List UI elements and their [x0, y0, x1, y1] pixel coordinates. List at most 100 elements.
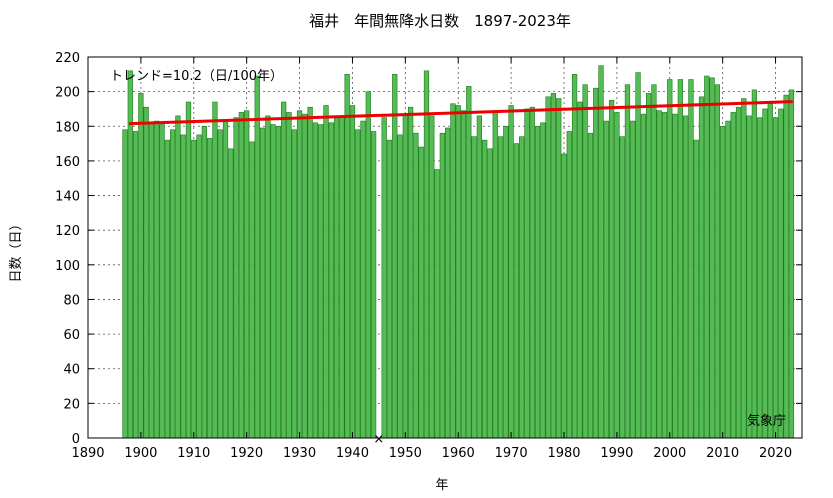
source-label: 気象庁: [747, 413, 786, 429]
bar: [180, 134, 186, 439]
bar: [524, 108, 530, 439]
x-tick-label: 1940: [336, 446, 369, 461]
bar: [640, 113, 646, 439]
bar: [434, 169, 440, 439]
bar: [138, 93, 144, 439]
bar: [466, 86, 472, 439]
bar: [238, 112, 245, 439]
x-tick-label: 1990: [600, 446, 633, 461]
bar: [127, 70, 133, 439]
bar: [339, 117, 345, 439]
bar: [757, 117, 763, 439]
bar: [751, 89, 758, 439]
bar: [323, 105, 329, 439]
bar: [370, 131, 377, 439]
bar: [471, 136, 477, 439]
y-tick-label: 0: [72, 432, 80, 447]
bar: [677, 79, 683, 439]
bar: [550, 93, 557, 439]
bar: [767, 103, 773, 439]
x-tick-label: 1910: [177, 446, 210, 461]
bar: [635, 72, 641, 439]
bar: [645, 93, 652, 439]
bar: [672, 113, 678, 439]
bar: [788, 89, 795, 439]
bar: [132, 131, 139, 439]
bar: [191, 139, 197, 439]
bar: [735, 106, 742, 439]
y-tick-label: 160: [55, 155, 80, 170]
bar: [661, 112, 668, 439]
bar: [185, 101, 192, 439]
bars: [122, 65, 795, 439]
plot-frame: [87, 56, 803, 439]
bar: [286, 112, 292, 439]
bar: [217, 129, 223, 439]
bar: [534, 125, 541, 439]
bar: [709, 77, 715, 439]
bar: [614, 112, 620, 439]
bar: [720, 125, 726, 439]
x-tick-label: 1900: [124, 446, 157, 461]
x-tick-label: 1950: [389, 446, 422, 461]
bar: [545, 96, 551, 439]
bar: [344, 74, 350, 439]
bar: [730, 112, 736, 439]
bar: [704, 75, 710, 439]
trend-label: トレンド=10.2（日/100年）: [110, 69, 283, 84]
x-tick-label: 2010: [706, 446, 739, 461]
bar: [571, 74, 578, 439]
bar: [455, 105, 461, 439]
bar: [460, 110, 467, 439]
bar: [312, 122, 319, 439]
bar: [624, 84, 631, 439]
bar: [587, 132, 594, 439]
bar: [249, 141, 255, 439]
bar: [196, 134, 202, 439]
bar: [503, 125, 509, 439]
bar: [439, 132, 445, 439]
bar: [519, 136, 525, 439]
x-tick-label: 1930: [283, 446, 316, 461]
bar: [302, 113, 308, 439]
bar: [577, 101, 583, 439]
bar: [296, 110, 303, 439]
x-tick-label: 1890: [71, 446, 104, 461]
bar: [392, 74, 398, 439]
chart-title: 福井 年間無降水日数 1897-2023年: [309, 12, 571, 30]
bar: [164, 139, 170, 439]
bar: [598, 65, 604, 439]
bar: [397, 134, 403, 439]
y-tick-label: 40: [63, 363, 80, 378]
bar: [418, 146, 424, 439]
bar: [450, 103, 456, 439]
bar: [259, 127, 266, 439]
bar: [487, 148, 493, 439]
x-tick-label: 1960: [442, 446, 475, 461]
bar: [360, 120, 366, 439]
bar: [407, 106, 414, 439]
bar: [423, 70, 430, 439]
bar: [212, 101, 218, 439]
bar: [169, 129, 176, 439]
bar: [175, 115, 181, 439]
y-tick-label: 180: [55, 120, 80, 135]
bar: [143, 106, 149, 439]
bar: [429, 115, 435, 439]
y-tick-label: 80: [63, 293, 80, 308]
bar: [476, 115, 483, 439]
bar: [413, 132, 419, 439]
bar: [529, 106, 535, 439]
bar: [714, 84, 721, 439]
bar: [746, 115, 752, 439]
bar: [254, 75, 260, 439]
bar: [492, 112, 498, 439]
x-axis-label: 年: [435, 478, 448, 493]
y-tick-label: 220: [55, 51, 80, 66]
bar: [265, 115, 271, 439]
bar: [508, 105, 514, 439]
bar: [122, 129, 128, 439]
bar: [154, 120, 160, 439]
bar: [683, 115, 689, 439]
